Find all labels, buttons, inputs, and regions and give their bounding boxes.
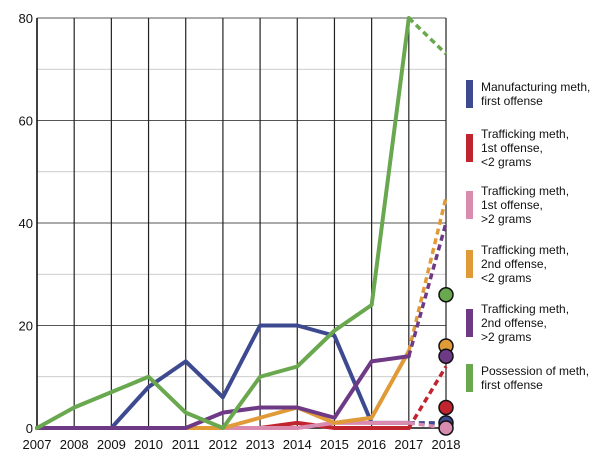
end-marker-5 <box>438 287 454 303</box>
legend-label-0: Manufacturing meth, first offense <box>481 80 590 108</box>
x-tick-label-2018: 2018 <box>432 437 461 452</box>
projection-dash-1 <box>407 365 448 429</box>
y-tick-label-80: 80 <box>19 11 33 26</box>
x-tick-label-2012: 2012 <box>208 437 237 452</box>
y-tick-label-0: 0 <box>26 421 33 436</box>
projection-dash-5 <box>407 16 448 56</box>
y-tick-label-60: 60 <box>19 114 33 129</box>
x-tick-label-2013: 2013 <box>246 437 275 452</box>
legend-swatch-5 <box>466 364 473 392</box>
series-lines <box>35 16 411 430</box>
legend-swatch-3 <box>466 250 473 278</box>
x-tick-label-2017: 2017 <box>394 437 423 452</box>
x-tick-label-2014: 2014 <box>283 437 312 452</box>
legend-swatch-1 <box>466 134 473 162</box>
legend-swatch-0 <box>466 80 473 108</box>
series-line-4 <box>35 354 411 430</box>
end-marker-4 <box>438 348 454 364</box>
end-markers <box>438 287 454 436</box>
x-tick-label-2015: 2015 <box>320 437 349 452</box>
y-tick-label-40: 40 <box>19 216 33 231</box>
end-marker-2 <box>438 420 454 436</box>
legend-swatch-4 <box>466 309 473 337</box>
x-tick-label-2009: 2009 <box>97 437 126 452</box>
x-tick-label-2016: 2016 <box>357 437 386 452</box>
tick-labels: 0 20 40 60 80 2007 2008 2009 2010 2011 2012 2013 201… <box>19 11 461 452</box>
legend-label-1: Trafficking meth, 1st offense, <2 grams <box>481 127 569 169</box>
x-tick-label-2008: 2008 <box>60 437 89 452</box>
end-marker-1 <box>438 399 454 416</box>
projection-dash-4 <box>407 222 448 357</box>
series-line-5 <box>35 16 411 430</box>
y-tick-label-20: 20 <box>19 319 33 334</box>
projection-dash-3 <box>407 196 448 352</box>
legend: Manufacturing meth, first offense Traffick… <box>466 80 590 392</box>
legend-label-5: Possession of meth, first offense <box>481 364 589 392</box>
legend-label-2: Trafficking meth, 1st offense, >2 grams <box>481 184 569 226</box>
grid <box>36 17 447 429</box>
legend-label-4: Trafficking meth, 2nd offense, >2 grams <box>481 302 569 344</box>
x-tick-label-2010: 2010 <box>134 437 163 452</box>
x-tick-label-2011: 2011 <box>172 437 200 452</box>
x-tick-label-2007: 2007 <box>23 437 52 452</box>
legend-label-3: Trafficking meth, 2nd offense, <2 grams <box>481 243 569 285</box>
legend-swatch-2 <box>466 191 473 219</box>
